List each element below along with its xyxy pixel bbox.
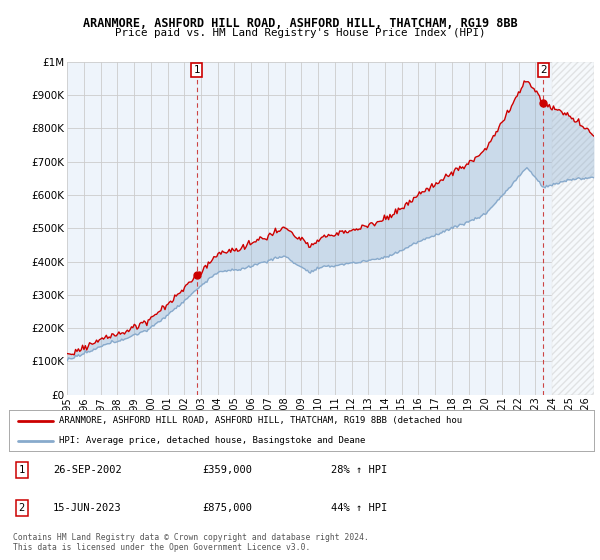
Text: £359,000: £359,000 <box>202 465 252 475</box>
Text: ARANMORE, ASHFORD HILL ROAD, ASHFORD HILL, THATCHAM, RG19 8BB (detached hou: ARANMORE, ASHFORD HILL ROAD, ASHFORD HIL… <box>59 416 462 425</box>
Text: 26-SEP-2002: 26-SEP-2002 <box>53 465 122 475</box>
Text: Contains HM Land Registry data © Crown copyright and database right 2024.: Contains HM Land Registry data © Crown c… <box>13 533 369 542</box>
Text: ARANMORE, ASHFORD HILL ROAD, ASHFORD HILL, THATCHAM, RG19 8BB: ARANMORE, ASHFORD HILL ROAD, ASHFORD HIL… <box>83 17 517 30</box>
Text: 1: 1 <box>19 465 25 475</box>
Text: Price paid vs. HM Land Registry's House Price Index (HPI): Price paid vs. HM Land Registry's House … <box>115 28 485 38</box>
Text: HPI: Average price, detached house, Basingstoke and Deane: HPI: Average price, detached house, Basi… <box>59 436 365 445</box>
Text: £875,000: £875,000 <box>202 503 252 513</box>
Text: 1: 1 <box>193 65 200 75</box>
Text: This data is licensed under the Open Government Licence v3.0.: This data is licensed under the Open Gov… <box>13 543 311 552</box>
Text: 44% ↑ HPI: 44% ↑ HPI <box>331 503 387 513</box>
Text: 28% ↑ HPI: 28% ↑ HPI <box>331 465 387 475</box>
Text: 2: 2 <box>540 65 547 75</box>
Text: 2: 2 <box>19 503 25 513</box>
Text: 15-JUN-2023: 15-JUN-2023 <box>53 503 122 513</box>
